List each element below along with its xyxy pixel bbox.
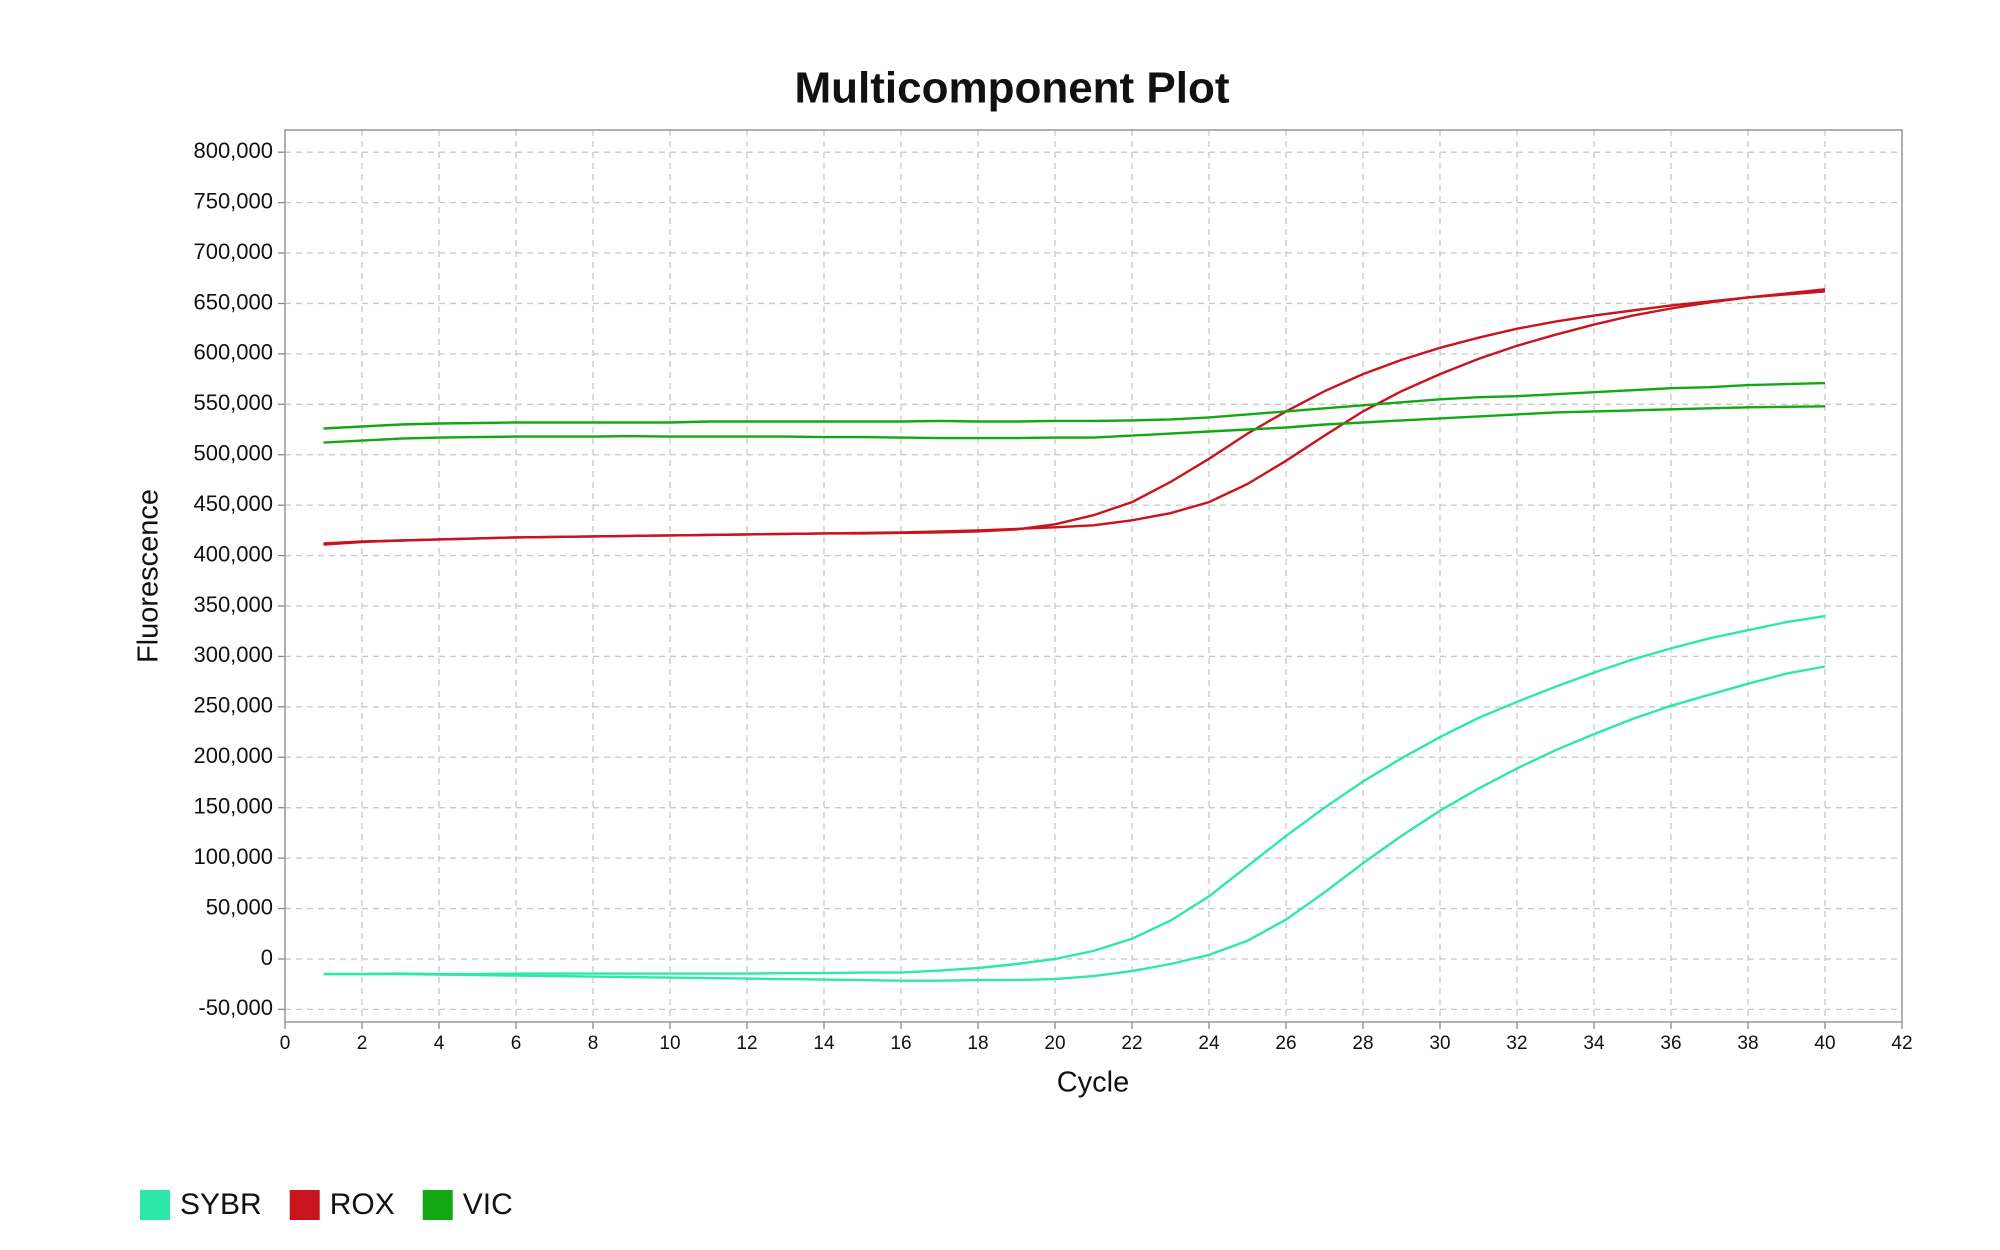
x-tick-label: 4	[434, 1033, 445, 1054]
x-tick-label: 18	[967, 1033, 988, 1054]
y-tick-label: 300,000	[193, 642, 273, 667]
y-tick-label: 800,000	[193, 138, 273, 163]
x-tick-label: 28	[1352, 1033, 1373, 1054]
y-tick-label: 50,000	[206, 894, 273, 919]
y-tick-label: 350,000	[193, 592, 273, 617]
legend-label: VIC	[463, 1188, 513, 1221]
x-axis-label: Cycle	[1057, 1067, 1130, 1099]
y-tick-label: 150,000	[193, 794, 273, 819]
y-tick-label: 500,000	[193, 441, 273, 466]
x-tick-label: 12	[736, 1033, 757, 1054]
x-tick-label: 38	[1737, 1033, 1758, 1054]
x-tick-label: 24	[1198, 1033, 1220, 1054]
y-tick-label: 750,000	[193, 188, 273, 213]
y-tick-label: 650,000	[193, 289, 273, 314]
x-tick-label: 8	[588, 1033, 599, 1054]
x-tick-label: 40	[1814, 1033, 1835, 1054]
y-tick-label: 0	[261, 945, 273, 970]
y-tick-label: 600,000	[193, 340, 273, 365]
x-tick-label: 34	[1583, 1033, 1605, 1054]
chart-title: Multicomponent Plot	[794, 64, 1229, 113]
x-tick-label: 22	[1121, 1033, 1142, 1054]
legend-label: SYBR	[180, 1188, 262, 1221]
series-line	[323, 381, 1826, 430]
series-line	[323, 405, 1826, 444]
y-tick-label: 700,000	[193, 239, 273, 264]
y-tick-label: 250,000	[193, 693, 273, 718]
y-tick-label: 450,000	[193, 491, 273, 516]
x-tick-label: 42	[1891, 1033, 1912, 1054]
x-tick-label: 36	[1660, 1033, 1681, 1054]
y-tick-label: -50,000	[198, 995, 273, 1020]
legend-label: ROX	[330, 1188, 395, 1221]
y-tick-label: 100,000	[193, 844, 273, 869]
series-line	[323, 614, 1826, 976]
legend-swatch	[289, 1190, 320, 1220]
y-tick-label: 400,000	[193, 541, 273, 566]
x-tick-label: 2	[357, 1033, 368, 1054]
legend-swatch	[140, 1190, 170, 1220]
plot-border	[284, 129, 1903, 1023]
y-tick-label: 550,000	[193, 390, 273, 415]
x-tick-label: 16	[890, 1033, 911, 1054]
y-axis-label: Fluorescence	[133, 489, 165, 663]
x-tick-label: 0	[280, 1033, 291, 1054]
series-line	[323, 288, 1826, 546]
series-line	[323, 665, 1826, 982]
x-tick-label: 6	[511, 1033, 522, 1054]
x-tick-label: 10	[659, 1033, 680, 1054]
y-tick-label: 200,000	[193, 743, 273, 768]
x-tick-label: 26	[1275, 1033, 1296, 1054]
x-tick-label: 20	[1044, 1033, 1065, 1054]
x-tick-label: 32	[1506, 1033, 1527, 1054]
legend-swatch	[422, 1190, 453, 1220]
x-tick-label: 14	[813, 1033, 835, 1054]
x-tick-label: 30	[1429, 1033, 1450, 1054]
